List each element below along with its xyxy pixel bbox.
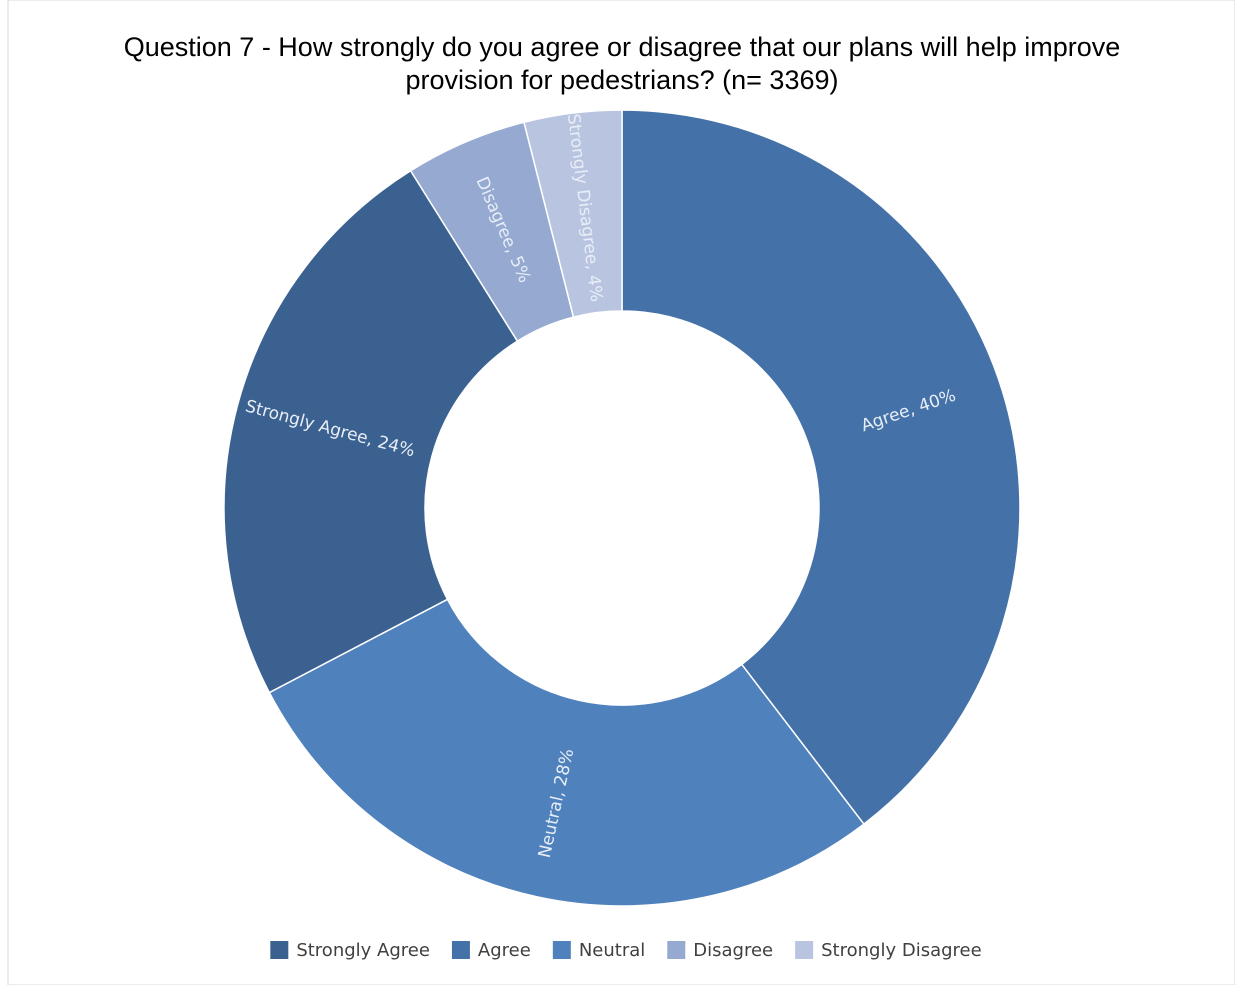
legend: Strongly Agree Agree Neutral Disagree Strong…: [270, 940, 982, 961]
donut-slice: [223, 169, 519, 694]
legend-swatch: [270, 941, 289, 959]
legend-label: Disagree: [693, 940, 773, 961]
legend-swatch: [552, 941, 571, 959]
slices: [223, 109, 1021, 907]
chart-title: Question 7 - How strongly do you agree o…: [124, 32, 1121, 62]
legend-swatch: [451, 941, 470, 959]
donut-slice: [268, 598, 865, 907]
chart-title: provision for pedestrians? (n= 3369): [405, 65, 838, 95]
legend-swatch: [795, 941, 814, 959]
legend-label: Neutral: [579, 940, 645, 961]
legend-label: Strongly Disagree: [821, 940, 982, 961]
donut-slice: [621, 109, 1021, 826]
donut-slice: [523, 109, 623, 318]
legend-swatch: [667, 941, 686, 959]
legend-label: Agree: [478, 940, 531, 961]
legend-label: Strongly Agree: [296, 940, 430, 961]
